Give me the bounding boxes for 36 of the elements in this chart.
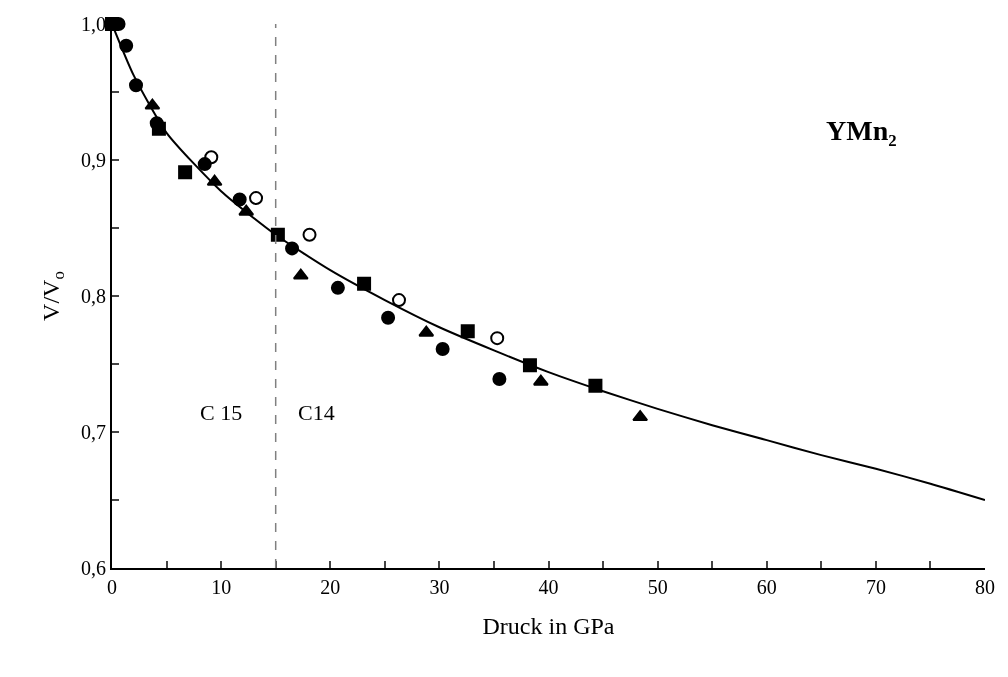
point	[632, 410, 649, 422]
x-tick-label: 10	[211, 576, 232, 598]
annotation: YMn₂	[826, 115, 897, 146]
point	[460, 324, 475, 339]
x-tick-label: 40	[538, 576, 559, 598]
point	[532, 374, 549, 386]
y-tick-label: 0,8	[81, 285, 106, 307]
x-tick-label: 70	[865, 576, 886, 598]
x-tick-label: 20	[320, 576, 341, 598]
point	[204, 150, 219, 165]
point	[292, 268, 309, 280]
y-tick-label: 0,6	[81, 557, 106, 579]
y-tick-label: 0,9	[81, 149, 106, 171]
point	[151, 121, 166, 136]
x-tick-label: 60	[756, 576, 777, 598]
x-tick-label: 0	[107, 576, 117, 598]
point	[490, 331, 505, 346]
annotation: C14	[298, 400, 335, 425]
point	[249, 191, 264, 206]
point	[435, 342, 450, 357]
point	[144, 98, 161, 110]
y-tick-label: 0,7	[81, 421, 106, 443]
point	[302, 227, 317, 242]
y-tick-label: 1,0	[81, 13, 106, 35]
x-tick-label: 80	[975, 576, 995, 598]
point	[330, 280, 345, 295]
x-tick-label: 30	[429, 576, 450, 598]
annotation: C 15	[200, 400, 243, 425]
point	[392, 293, 406, 308]
point	[178, 165, 193, 180]
point	[381, 310, 396, 325]
x-tick-label: 50	[647, 576, 668, 598]
point	[357, 276, 372, 291]
point	[418, 325, 435, 337]
x-axis-title: Druck in GPa	[482, 612, 615, 639]
point	[492, 371, 507, 386]
